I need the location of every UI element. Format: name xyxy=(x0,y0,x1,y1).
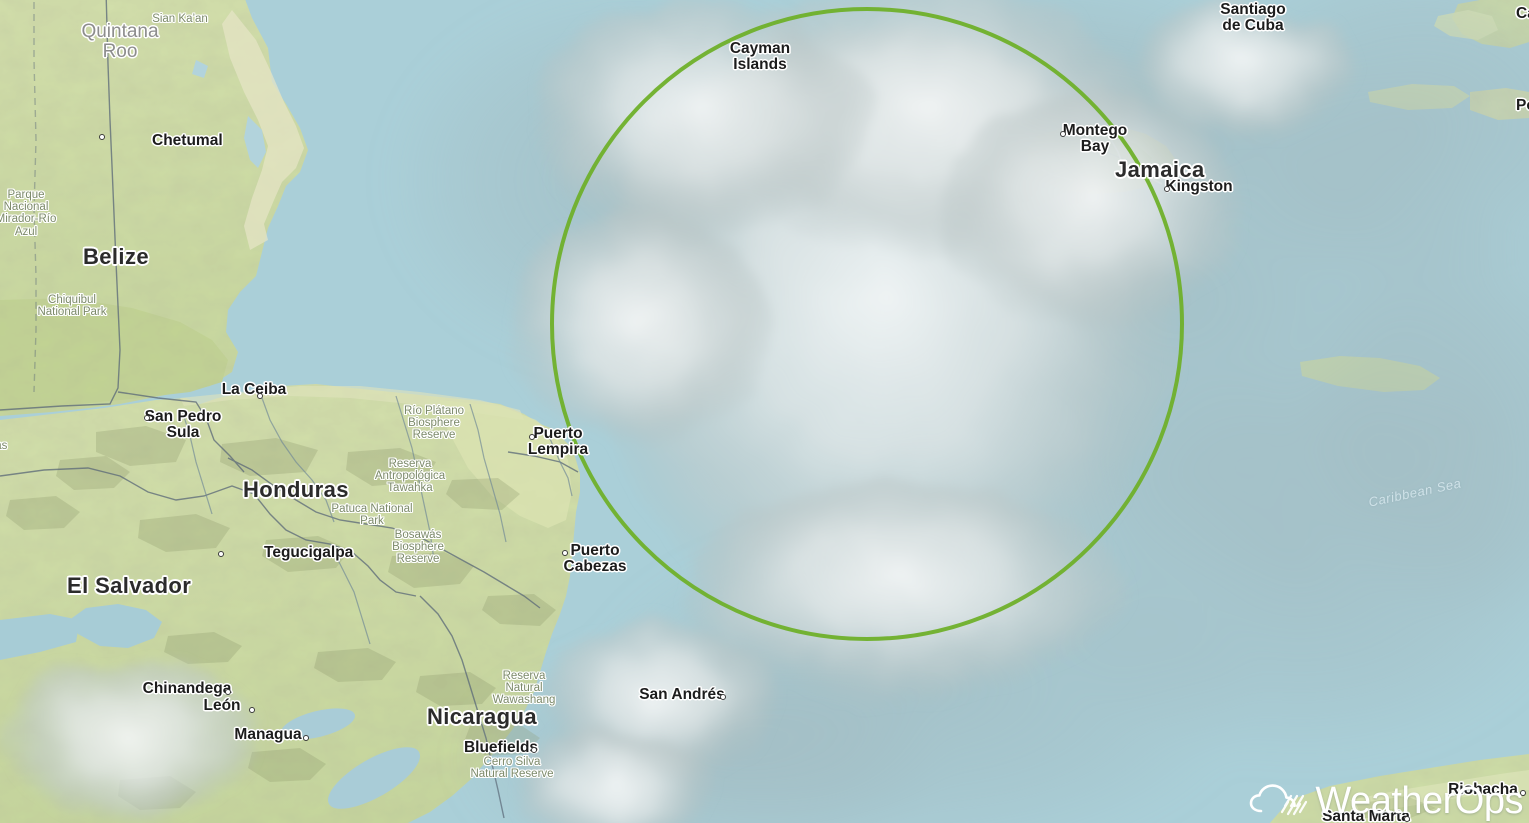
satellite-map-viewport[interactable]: Sian Ka’an Parque Nacional Mirador-Río Az… xyxy=(0,0,1529,823)
basemap-layer xyxy=(0,0,1529,823)
